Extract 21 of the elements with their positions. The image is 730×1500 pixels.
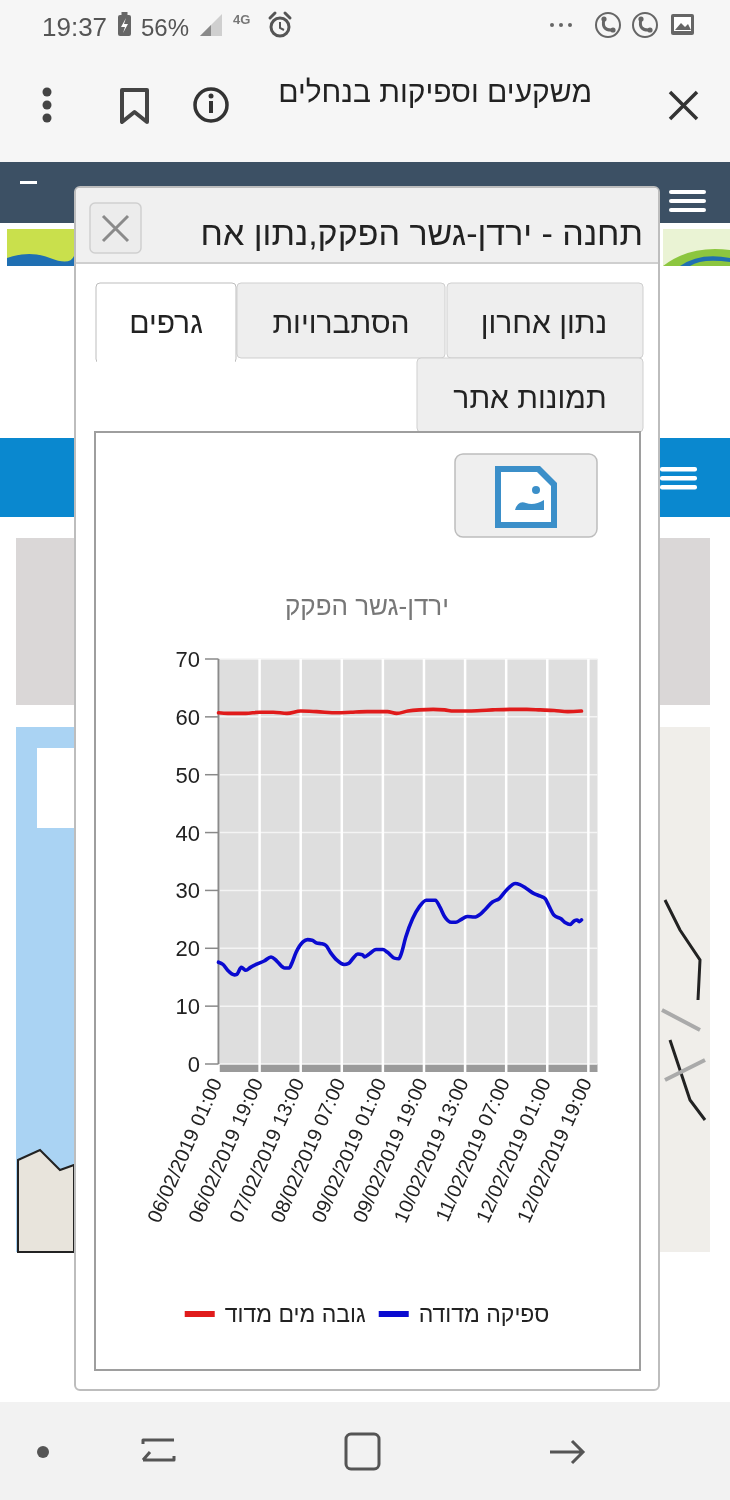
text: גרפים xyxy=(129,306,203,339)
y-tick-label: 0 xyxy=(187,1052,200,1077)
legend-label: גובה מים מדוד xyxy=(224,1301,366,1327)
text: תמונות אתר xyxy=(453,381,607,414)
line-series xyxy=(216,881,584,977)
y-tick-label: 40 xyxy=(175,820,200,846)
chart-title: ירדן-גשר הפקק xyxy=(284,591,450,621)
text: הסתברויות xyxy=(272,306,410,339)
text: 56% xyxy=(141,14,190,41)
text: 4G xyxy=(233,12,251,27)
legend-label: ספיקה מדודה xyxy=(418,1301,550,1327)
y-tick-label: 50 xyxy=(175,762,200,788)
y-tick-label: 30 xyxy=(175,878,200,904)
text: משקעים וספיקות בנחלים xyxy=(278,75,592,108)
y-tick-label: 70 xyxy=(175,647,200,672)
text: תחנה - ירדן-גשר הפקק,נתון אח xyxy=(200,214,643,252)
y-tick-label: 10 xyxy=(175,994,200,1020)
y-tick-label: 60 xyxy=(175,704,200,730)
text: נתון אחרון xyxy=(480,306,608,339)
y-tick-label: 20 xyxy=(175,936,200,962)
text: 19:37 xyxy=(42,12,108,42)
